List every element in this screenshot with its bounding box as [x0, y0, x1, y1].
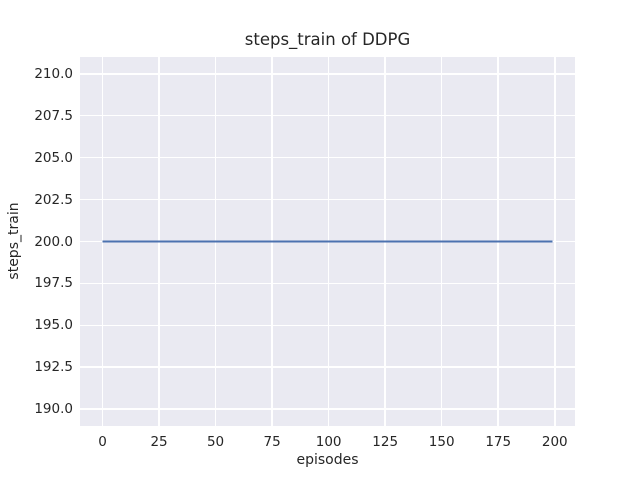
horizontal-gridline [80, 408, 575, 411]
horizontal-gridline [80, 72, 575, 75]
y-tick-label: 207.5 [34, 107, 73, 124]
y-tick-label: 195.0 [34, 317, 73, 334]
y-tick-label: 192.5 [34, 359, 73, 376]
horizontal-gridline [80, 324, 575, 327]
plot-canvas [102, 240, 553, 243]
y-tick-label: 197.5 [34, 275, 73, 292]
x-axis-label: episodes [296, 452, 359, 468]
y-tick-label: 210.0 [34, 65, 73, 82]
plot-area [80, 57, 575, 426]
horizontal-gridline [80, 198, 575, 201]
y-tick-label: 200.0 [34, 233, 73, 250]
x-tick-label: 50 [206, 434, 225, 450]
chart-title: steps_train of DDPG [244, 30, 411, 49]
x-tick-label: 175 [485, 434, 512, 450]
x-tick-label: 75 [263, 434, 281, 450]
x-tick-label: 125 [372, 434, 399, 450]
horizontal-gridline [80, 156, 575, 159]
x-tick-label: 150 [428, 434, 455, 450]
x-tick-label: 0 [98, 434, 107, 450]
y-axis-label: steps_train [6, 202, 22, 280]
x-tick-label: 200 [541, 434, 568, 450]
y-tick-label: 202.5 [34, 191, 73, 208]
x-tick-label: 25 [150, 434, 168, 450]
horizontal-gridline [80, 114, 575, 117]
horizontal-gridline [80, 282, 575, 285]
x-tick-label: 100 [315, 434, 342, 450]
horizontal-gridline [80, 366, 575, 369]
y-tick-label: 205.0 [34, 149, 73, 166]
y-tick-label: 190.0 [34, 401, 73, 418]
